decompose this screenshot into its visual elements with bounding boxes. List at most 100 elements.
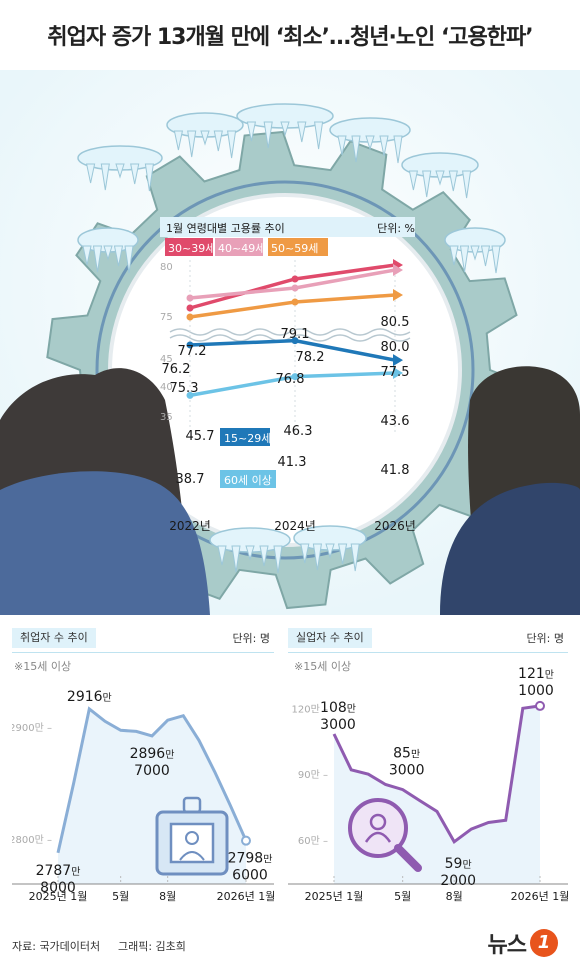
rate-chart-title: 1월 연령대별 고용률 추이 [166, 222, 285, 235]
y-tick-45: 45 [160, 354, 173, 365]
credit-text: 그래픽: 김초희 [118, 940, 186, 953]
x-tick-label: 5월 [112, 890, 129, 903]
annotation-unit: 만 [411, 749, 420, 761]
legend-label: 15~29세 [224, 432, 271, 445]
label-30-2024: 79.1 [281, 327, 310, 342]
x-tick-label: 2024년 [274, 519, 316, 533]
icicle [337, 543, 348, 565]
annotation-value: 85만 [393, 746, 420, 762]
series-line [56, 706, 248, 854]
magnifier-handle [394, 844, 422, 872]
label-40-2024: 78.2 [296, 350, 325, 365]
magnifier-icon [348, 798, 422, 872]
icicle [408, 170, 419, 191]
annotation-value-2: 3000 [320, 717, 356, 733]
label-1529-2024: 46.3 [284, 424, 313, 439]
end-point [535, 700, 545, 711]
x-tick-label: 2022년 [169, 519, 211, 533]
icicle [246, 121, 257, 142]
series-arrowhead-3 [393, 354, 403, 367]
icicle [337, 135, 347, 156]
legend-swatch [165, 238, 213, 256]
annotation-value-2: 7000 [134, 763, 170, 779]
series-point-2 [186, 313, 194, 321]
icicle [491, 245, 501, 274]
y-tick-label: 2800만 – [12, 834, 52, 846]
icicle [350, 543, 360, 572]
icicle [480, 245, 491, 267]
person-right-jacket [440, 482, 580, 615]
icicle [82, 245, 92, 266]
annotation-value: 59만 [445, 856, 472, 872]
label-60-2026: 41.8 [381, 463, 410, 478]
icicle [115, 163, 125, 179]
logo-mark: 1 [530, 929, 558, 957]
label-40-2022: 77.2 [178, 344, 207, 359]
annotation-unit: 만 [462, 859, 471, 871]
icicle [231, 545, 241, 573]
annotation-value: 2916만 [67, 689, 112, 705]
icicle [124, 245, 134, 274]
series-point-3 [291, 337, 299, 345]
label-50-2026: 77.5 [381, 365, 410, 380]
x-tick-label: 2026년 [374, 519, 416, 533]
icicle [103, 245, 113, 261]
annotation-value-2: 2000 [440, 873, 476, 889]
employed-note: ※15세 이상 [14, 660, 72, 673]
unemployed-unit-label: 단위: 명 [526, 632, 564, 645]
label-50-2024: 76.8 [276, 372, 305, 387]
annotation-value: 108만 [320, 700, 356, 716]
magnifier-person-head [369, 813, 387, 831]
series-arrowhead-1 [393, 264, 403, 276]
x-tick-label: 2026년 1월 [511, 890, 568, 903]
icicle [351, 135, 361, 163]
label-50-2022: 75.3 [170, 381, 199, 396]
label-30-2026: 80.5 [381, 315, 410, 330]
logo-text: 뉴스 [487, 933, 527, 958]
annotation-value: 121만 [518, 666, 554, 682]
icicle [393, 135, 403, 164]
unemployed-panel: 실업자 수 추이 단위: 명 ※15세 이상 120만 – 90만 – 60만 – 2… [288, 618, 568, 918]
annotation-value: 2798만 [228, 851, 273, 867]
label-40-2026: 80.0 [381, 340, 410, 355]
series-point-4 [291, 373, 299, 381]
icicle [435, 170, 445, 186]
legend-label: 30~39세 [168, 242, 215, 255]
annotation-value: 2896만 [130, 746, 175, 762]
x-tick-label: 2025년 1월 [305, 890, 364, 903]
unemployed-note: ※15세 이상 [294, 660, 352, 673]
icicle [379, 135, 389, 157]
x-tick-label: 2026년 1월 [217, 890, 274, 903]
icicle [422, 170, 432, 198]
label-1529-2022: 45.7 [186, 429, 215, 444]
series-point-0 [186, 304, 194, 312]
y-tick-40: 40 [160, 382, 173, 393]
annotation-value: 2787만 [36, 863, 81, 879]
legend-swatch [268, 238, 328, 256]
icicle [280, 121, 290, 137]
legend-label: 60세 이상 [224, 474, 272, 487]
person-left-jacket [0, 471, 210, 615]
id-badge-head [185, 831, 199, 845]
rate-title-bar [160, 217, 415, 237]
icicle [213, 130, 223, 152]
y-tick-35: 35 [160, 412, 173, 423]
employed-panel-header: 취업자 수 추이 단위: 명 [12, 618, 274, 653]
annotation-unit: 만 [165, 749, 174, 761]
annotation-unit: 만 [103, 692, 112, 704]
icicle [273, 545, 283, 574]
page-title: 취업자 증가 13개월 만에 ‘최소’…청년·노인 ‘고용한파’ [47, 25, 533, 50]
axis-break [169, 328, 411, 336]
icicle [263, 121, 273, 149]
series-point-3 [186, 341, 194, 349]
icicle [100, 163, 110, 191]
label-1529-2026: 43.6 [381, 414, 410, 429]
legend-label: 50~59세 [271, 242, 318, 255]
end-point [241, 835, 251, 846]
employment-rate-chart: 1월 연령대별 고용률 추이 단위: % 30~39세 40~49세 50~59세 80 7… [160, 217, 416, 533]
y-tick-label: 90만 – [298, 769, 328, 781]
series-point-0 [291, 275, 299, 283]
icicle [227, 130, 237, 159]
icicle [144, 163, 154, 192]
y-tick-75: 75 [160, 312, 173, 323]
